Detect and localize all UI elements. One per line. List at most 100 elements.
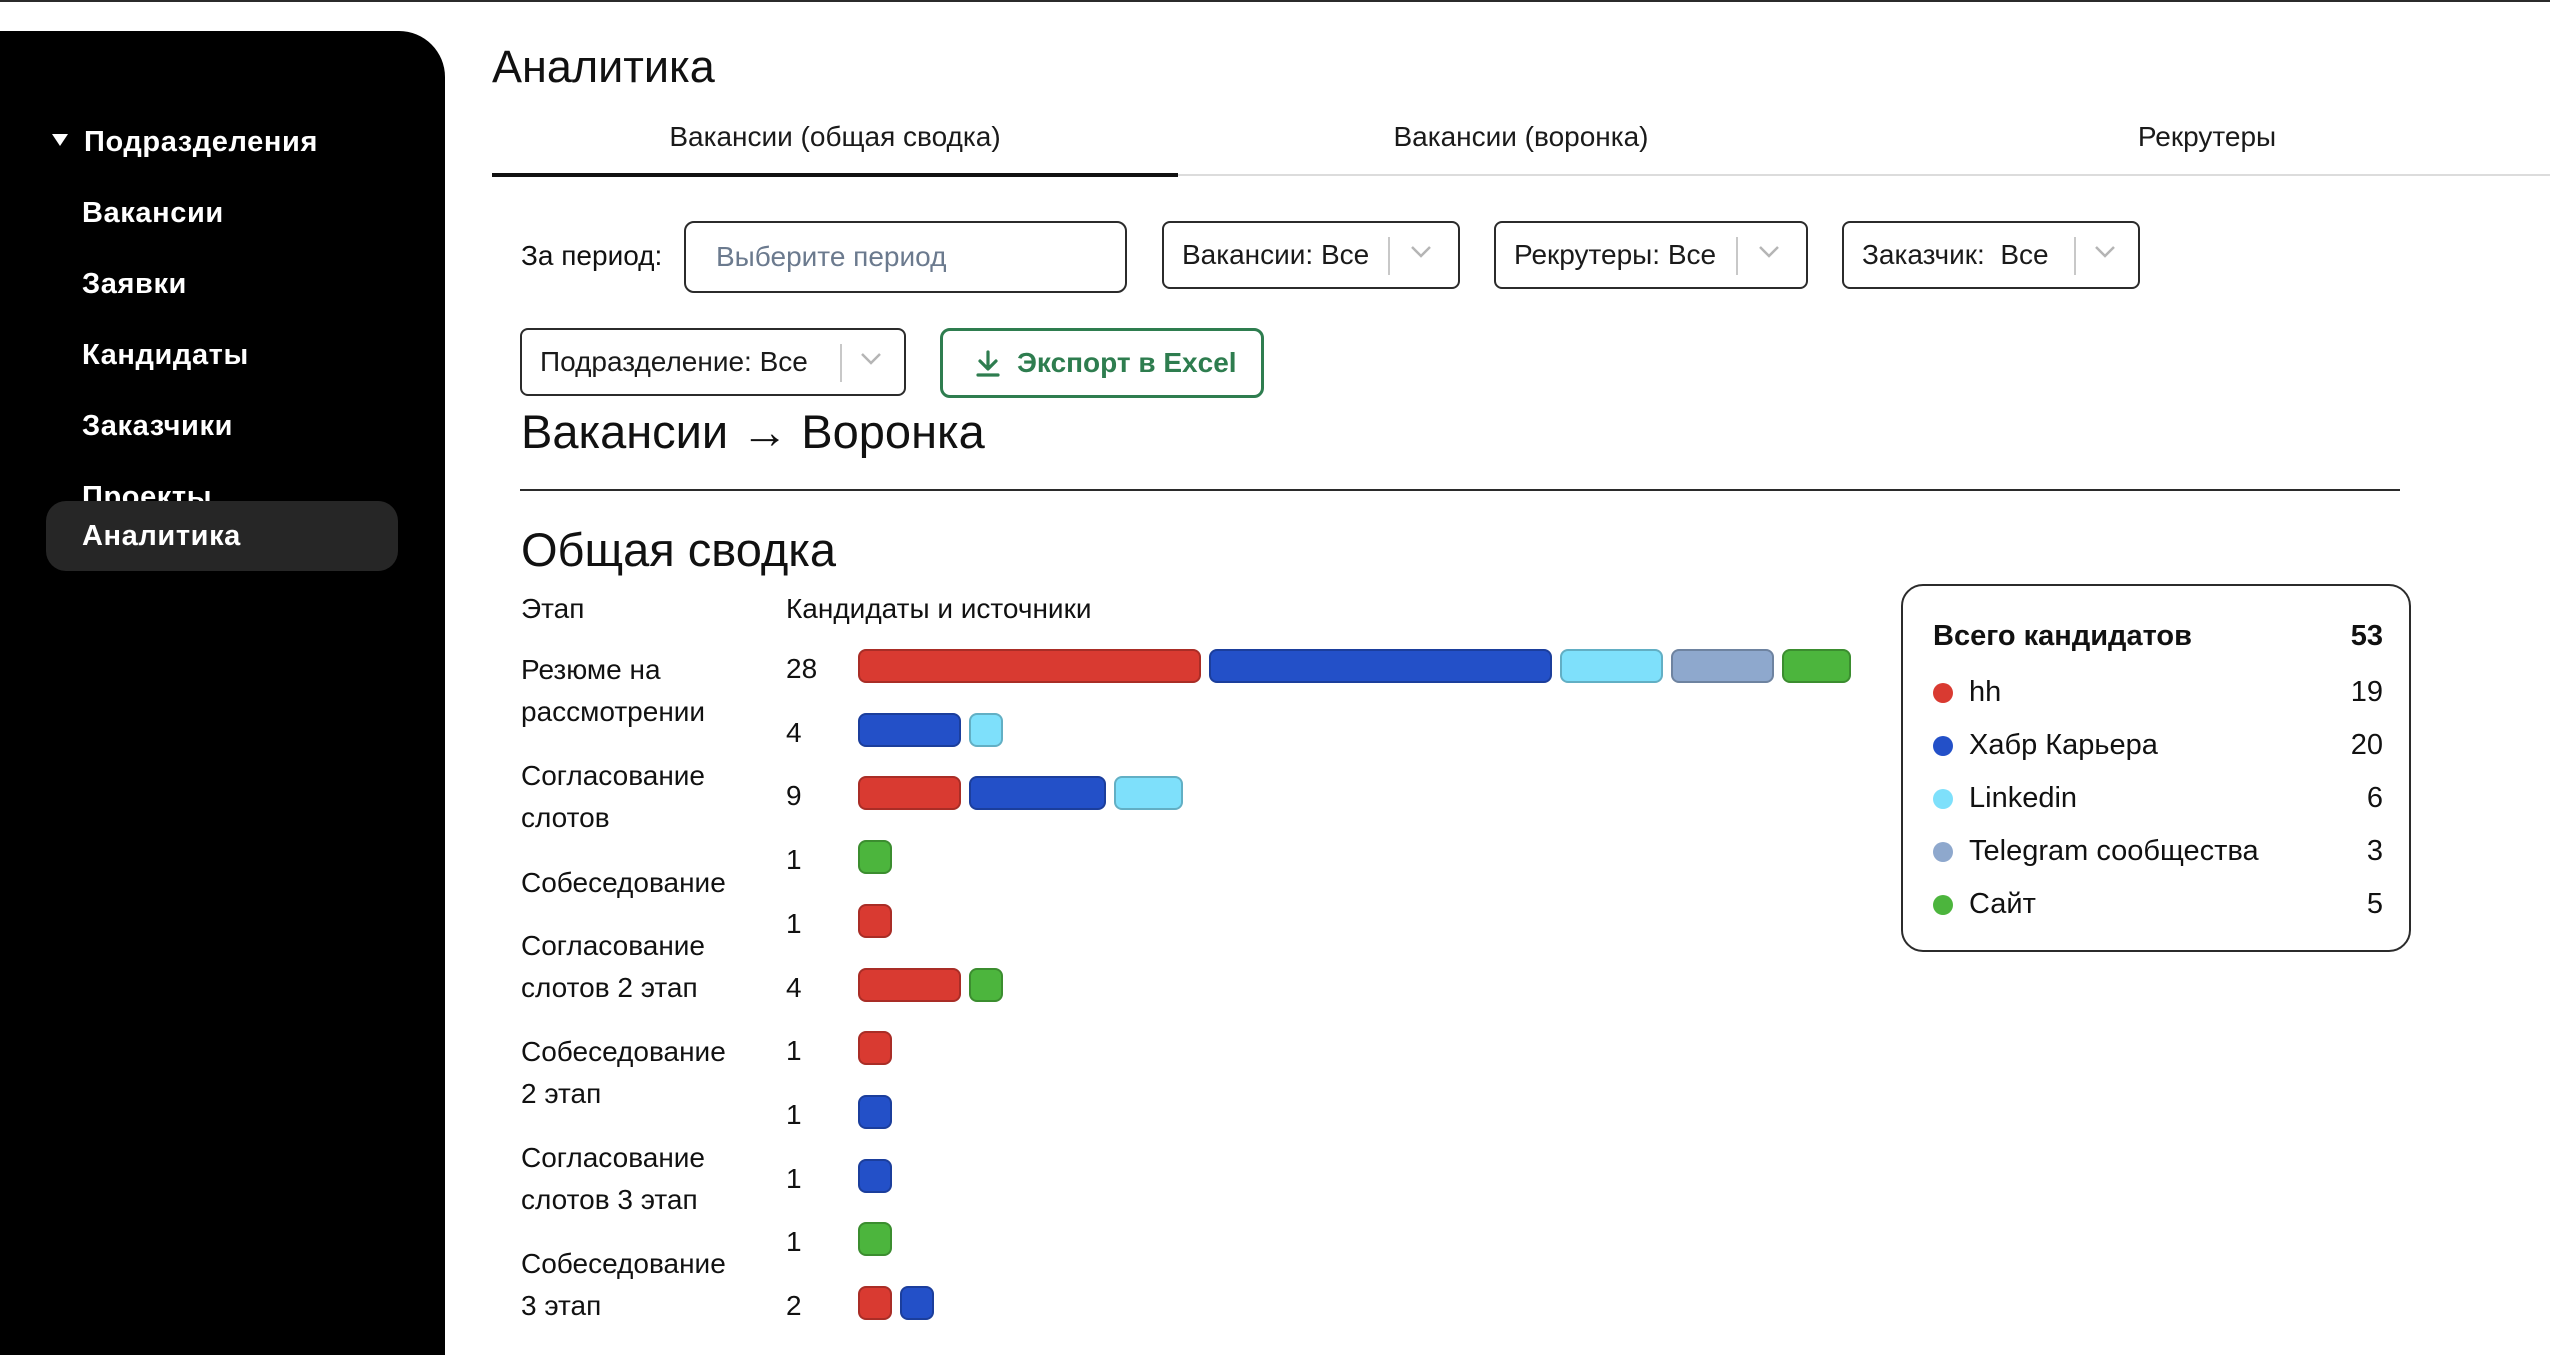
row-total-count: 1 bbox=[786, 1163, 802, 1194]
row-total-count: 1 bbox=[786, 908, 802, 939]
select-separator bbox=[1388, 237, 1390, 275]
legend-item-linkedin: Linkedin 6 bbox=[1933, 778, 2383, 818]
chevron-down-icon[interactable] bbox=[2076, 223, 2136, 287]
row-total-count: 1 bbox=[786, 1035, 802, 1066]
bar-segment-hh bbox=[858, 904, 892, 938]
bar-segment-linkedin bbox=[969, 713, 1003, 747]
bar-segment-site bbox=[858, 1222, 892, 1256]
legend-dot-icon bbox=[1933, 736, 1953, 756]
top-border bbox=[0, 0, 2550, 2]
tab-vacancies-funnel[interactable]: Вакансии (воронка) bbox=[1393, 121, 1649, 152]
row-total-count: 4 bbox=[786, 717, 802, 748]
bar-segment-habr bbox=[858, 1159, 892, 1193]
bar-segment-hh bbox=[858, 649, 1201, 683]
legend-dot-icon bbox=[1933, 842, 1953, 862]
row-total-count: 2 bbox=[786, 1290, 802, 1321]
tab-vacancies-summary[interactable]: Вакансии (общая сводка) bbox=[492, 108, 1178, 177]
stage-label: Собеседование 3 этап bbox=[521, 1248, 726, 1321]
bar-segment-hh bbox=[858, 1286, 892, 1320]
bar-segment-site bbox=[1782, 649, 1851, 683]
legend-dot-icon bbox=[1933, 789, 1953, 809]
legend-value: 6 bbox=[2366, 782, 2383, 814]
customer-select[interactable]: Заказчик: Все bbox=[1842, 221, 2140, 289]
recruiters-select[interactable]: Рекрутеры: Все bbox=[1494, 221, 1808, 289]
bar-segment-site bbox=[858, 840, 892, 874]
chevron-down-icon[interactable] bbox=[842, 330, 902, 394]
vacancies-select[interactable]: Вакансии: Все bbox=[1162, 221, 1460, 289]
stage-label: Собеседование 2 этап bbox=[521, 1036, 726, 1109]
stage-label: Согласование слотов 2 этап bbox=[521, 930, 705, 1003]
tabs: Вакансии (общая сводка) Вакансии (воронк… bbox=[492, 108, 2550, 177]
legend-dot-icon bbox=[1933, 895, 1953, 915]
legend-total: Всего кандидатов 53 bbox=[1933, 618, 2383, 654]
legend-total-label: Всего кандидатов bbox=[1933, 620, 2192, 652]
legend-dot-icon bbox=[1933, 683, 1953, 703]
row-total-count: 1 bbox=[786, 1226, 802, 1257]
legend-item-site: Сайт 5 bbox=[1933, 884, 2383, 924]
bar-segment-linkedin bbox=[1560, 649, 1663, 683]
period-input[interactable] bbox=[684, 221, 1127, 293]
download-icon bbox=[976, 350, 1000, 377]
sidebar-group-departments[interactable]: Подразделения bbox=[52, 107, 318, 177]
legend-label: hh bbox=[1969, 676, 2002, 708]
legend-value: 3 bbox=[2366, 835, 2383, 867]
row-total-count: 1 bbox=[786, 1099, 802, 1130]
bar-segment-linkedin bbox=[1114, 776, 1183, 810]
sidebar-item-candidates[interactable]: Кандидаты bbox=[82, 339, 249, 371]
legend-total-value: 53 bbox=[2350, 620, 2383, 652]
vacancies-select-value: Вакансии: Все bbox=[1182, 239, 1370, 270]
legend-label: Хабр Карьера bbox=[1969, 729, 2158, 761]
bar-segment-habr bbox=[900, 1286, 934, 1320]
period-label: За период: bbox=[521, 240, 663, 271]
select-separator bbox=[2074, 237, 2076, 275]
legend-label: Сайт bbox=[1969, 888, 2036, 920]
customer-select-value: Заказчик: Все bbox=[1862, 239, 2049, 270]
department-select-value: Подразделение: Все bbox=[540, 346, 808, 377]
bar-segment-hh bbox=[858, 968, 961, 1002]
summary-title: Общая сводка bbox=[521, 523, 837, 576]
sidebar-item-vacancies[interactable]: Вакансии bbox=[82, 197, 224, 229]
chevron-down-icon[interactable] bbox=[1392, 223, 1452, 287]
bar-segment-telegram bbox=[1671, 649, 1774, 683]
bar-segment-habr bbox=[1209, 649, 1552, 683]
select-separator bbox=[840, 344, 842, 382]
caret-down-icon bbox=[52, 134, 68, 147]
bar-segment-habr bbox=[858, 713, 961, 747]
legend-item-telegram: Telegram сообщества 3 bbox=[1933, 831, 2383, 871]
bar-segment-habr bbox=[969, 776, 1106, 810]
legend-item-habr: Хабр Карьера 20 bbox=[1933, 725, 2383, 765]
section-title: Вакансии → Воронка bbox=[521, 405, 985, 458]
sources-legend: Всего кандидатов 53 hh 19 Хабр Карьера 2… bbox=[1901, 584, 2411, 952]
column-header-sources: Кандидаты и источники bbox=[786, 593, 1092, 624]
row-total-count: 4 bbox=[786, 972, 802, 1003]
chevron-down-icon[interactable] bbox=[1740, 223, 1800, 287]
stage-label: Собеседование bbox=[521, 867, 726, 898]
page-title: Аналитика bbox=[492, 41, 715, 92]
stage-label: Согласование слотов 3 этап bbox=[521, 1142, 705, 1215]
row-total-count: 28 bbox=[786, 653, 818, 684]
sidebar: Подразделения Вакансии Заявки Кандидаты … bbox=[0, 31, 445, 1355]
select-separator bbox=[1736, 237, 1738, 275]
legend-value: 19 bbox=[2350, 676, 2383, 708]
legend-label: Linkedin bbox=[1969, 782, 2078, 814]
divider bbox=[520, 489, 2400, 491]
bar-segment-site bbox=[969, 968, 1003, 1002]
legend-item-hh: hh 19 bbox=[1933, 672, 2383, 712]
bar-segment-hh bbox=[858, 776, 961, 810]
stage-label: Согласование слотов bbox=[521, 760, 705, 833]
legend-label: Telegram сообщества bbox=[1969, 835, 2259, 867]
tab-recruiters[interactable]: Рекрутеры bbox=[2137, 121, 2277, 152]
sidebar-item-customers[interactable]: Заказчики bbox=[82, 410, 234, 442]
sidebar-item-analytics[interactable]: Аналитика bbox=[46, 501, 398, 571]
sidebar-item-requests[interactable]: Заявки bbox=[82, 268, 187, 300]
row-total-count: 9 bbox=[786, 780, 802, 811]
export-excel-button[interactable]: Экспорт в Excel bbox=[940, 328, 1264, 398]
export-excel-label: Экспорт в Excel bbox=[1017, 347, 1237, 378]
stage-label: Резюме на рассмотрении bbox=[521, 654, 706, 727]
legend-value: 5 bbox=[2366, 888, 2383, 920]
legend-value: 20 bbox=[2350, 729, 2383, 761]
column-header-stage: Этап bbox=[521, 593, 585, 624]
recruiters-select-value: Рекрутеры: Все bbox=[1514, 239, 1717, 270]
department-select[interactable]: Подразделение: Все bbox=[520, 328, 906, 396]
bar-segment-hh bbox=[858, 1031, 892, 1065]
